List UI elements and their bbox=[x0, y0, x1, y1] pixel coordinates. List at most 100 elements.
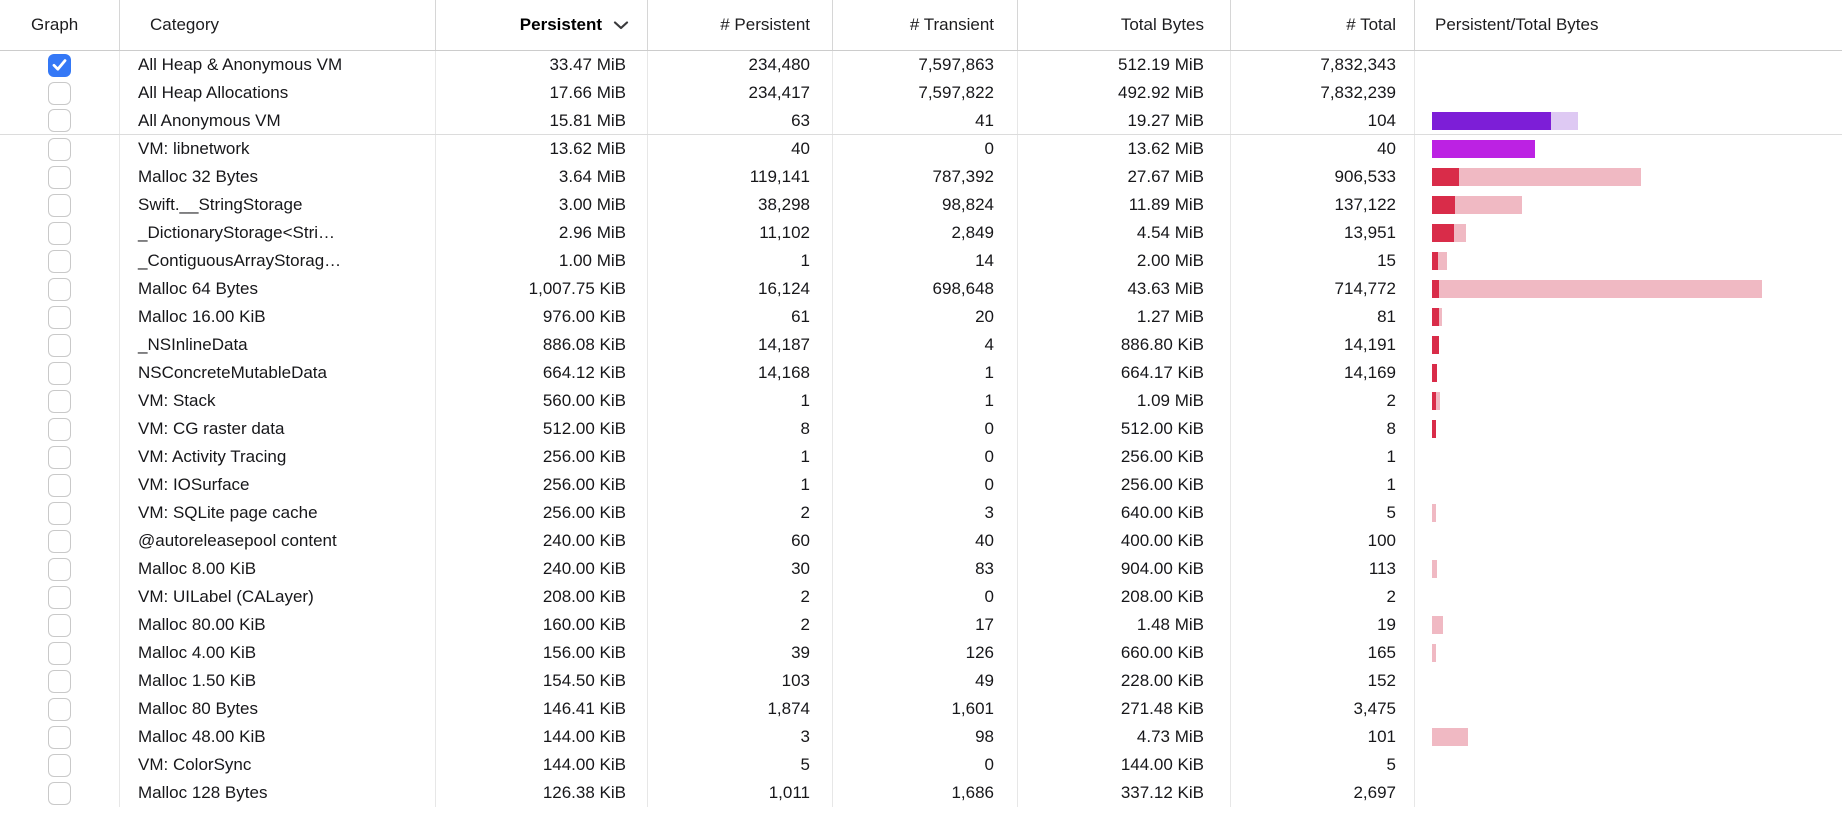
column-header-num-transient[interactable]: # Transient bbox=[833, 0, 1018, 50]
graph-checkbox[interactable] bbox=[48, 249, 71, 273]
table-row[interactable]: VM: Activity Tracing 256.00 KiB 1 0 256.00 K… bbox=[0, 443, 1842, 471]
column-header-num-total[interactable]: # Total bbox=[1231, 0, 1415, 50]
table-row[interactable]: Malloc 8.00 KiB 240.00 KiB 30 83 904.00 KiB 1… bbox=[0, 555, 1842, 583]
persistent-total-bytes-bar-cell bbox=[1415, 359, 1842, 387]
graph-checkbox[interactable] bbox=[48, 473, 71, 497]
table-row[interactable]: VM: Stack 560.00 KiB 1 1 1.09 MiB 2 bbox=[0, 387, 1842, 415]
persistent-total-bytes-bar-cell bbox=[1415, 779, 1842, 807]
num-total-cell: 113 bbox=[1231, 555, 1415, 583]
num-transient-cell: 1,686 bbox=[833, 779, 1018, 807]
usage-bar-segment-red bbox=[1432, 224, 1454, 242]
graph-checkbox[interactable] bbox=[48, 557, 71, 581]
table-row[interactable]: Malloc 16.00 KiB 976.00 KiB 61 20 1.27 MiB 81 bbox=[0, 303, 1842, 331]
graph-checkbox[interactable] bbox=[48, 333, 71, 357]
persistent-cell: 154.50 KiB bbox=[436, 667, 648, 695]
graph-checkbox[interactable] bbox=[48, 753, 71, 777]
num-transient-cell: 1,601 bbox=[833, 695, 1018, 723]
table-row[interactable]: NSConcreteMutableData 664.12 KiB 14,168 1 66… bbox=[0, 359, 1842, 387]
usage-bar bbox=[1432, 252, 1447, 270]
graph-checkbox[interactable] bbox=[48, 305, 71, 329]
graph-checkbox[interactable] bbox=[48, 585, 71, 609]
table-row[interactable]: Malloc 32 Bytes 3.64 MiB 119,141 787,392 27.… bbox=[0, 163, 1842, 191]
total-bytes-cell: 228.00 KiB bbox=[1018, 667, 1231, 695]
table-row[interactable]: Malloc 80.00 KiB 160.00 KiB 2 17 1.48 MiB 19 bbox=[0, 611, 1842, 639]
graph-checkbox[interactable] bbox=[48, 445, 71, 469]
table-row[interactable]: Malloc 80 Bytes 146.41 KiB 1,874 1,601 271.4… bbox=[0, 695, 1842, 723]
graph-checkbox[interactable] bbox=[48, 361, 71, 385]
num-transient-cell: 3 bbox=[833, 499, 1018, 527]
table-row[interactable]: All Anonymous VM 15.81 MiB 63 41 19.27 MiB 10… bbox=[0, 107, 1842, 135]
graph-checkbox[interactable] bbox=[48, 641, 71, 665]
graph-checkbox[interactable] bbox=[48, 109, 71, 132]
table-row[interactable]: All Heap & Anonymous VM 33.47 MiB 234,480 7… bbox=[0, 51, 1842, 79]
usage-bar-segment-red bbox=[1432, 336, 1439, 354]
table-row[interactable]: @autoreleasepool content 240.00 KiB 60 40 40… bbox=[0, 527, 1842, 555]
num-total-cell: 19 bbox=[1231, 611, 1415, 639]
table-row[interactable]: Malloc 48.00 KiB 144.00 KiB 3 98 4.73 MiB 101 bbox=[0, 723, 1842, 751]
persistent-total-bytes-bar-cell bbox=[1415, 135, 1842, 163]
table-row[interactable]: VM: CG raster data 512.00 KiB 8 0 512.00 KiB… bbox=[0, 415, 1842, 443]
table-row[interactable]: VM: UILabel (CALayer) 208.00 KiB 2 0 208.00 … bbox=[0, 583, 1842, 611]
num-persistent-cell: 2 bbox=[648, 499, 833, 527]
table-row[interactable]: Swift.__StringStorage 3.00 MiB 38,298 98,82… bbox=[0, 191, 1842, 219]
column-header-num-persistent[interactable]: # Persistent bbox=[648, 0, 833, 50]
graph-checkbox[interactable] bbox=[48, 81, 71, 105]
table-row[interactable]: VM: libnetwork 13.62 MiB 40 0 13.62 MiB 40 bbox=[0, 135, 1842, 163]
table-row[interactable]: All Heap Allocations 17.66 MiB 234,417 7,59… bbox=[0, 79, 1842, 107]
graph-checkbox[interactable] bbox=[48, 389, 71, 413]
table-row[interactable]: _ContiguousArrayStorag… 1.00 MiB 1 14 2.00 M… bbox=[0, 247, 1842, 275]
graph-checkbox[interactable] bbox=[48, 697, 71, 721]
graph-checkbox[interactable] bbox=[48, 781, 71, 805]
table-row[interactable]: Malloc 128 Bytes 126.38 KiB 1,011 1,686 337.… bbox=[0, 779, 1842, 807]
graph-checkbox-checked[interactable] bbox=[48, 53, 71, 77]
usage-bar-segment-violet bbox=[1432, 111, 1551, 130]
graph-checkbox[interactable] bbox=[48, 613, 71, 637]
graph-checkbox[interactable] bbox=[48, 725, 71, 749]
usage-bar-segment-red bbox=[1432, 280, 1439, 298]
table-row[interactable]: Malloc 4.00 KiB 156.00 KiB 39 126 660.00 KiB… bbox=[0, 639, 1842, 667]
total-bytes-cell: 664.17 KiB bbox=[1018, 359, 1231, 387]
category-cell: NSConcreteMutableData bbox=[120, 359, 436, 387]
graph-checkbox[interactable] bbox=[48, 529, 71, 553]
num-persistent-cell: 14,187 bbox=[648, 331, 833, 359]
table-row[interactable]: VM: ColorSync 144.00 KiB 5 0 144.00 KiB 5 bbox=[0, 751, 1842, 779]
num-transient-cell: 0 bbox=[833, 135, 1018, 163]
table-row[interactable]: Malloc 1.50 KiB 154.50 KiB 103 49 228.00 KiB… bbox=[0, 667, 1842, 695]
column-header-persistent[interactable]: Persistent bbox=[436, 0, 648, 50]
persistent-total-bytes-bar-cell bbox=[1415, 247, 1842, 275]
num-transient-cell: 0 bbox=[833, 471, 1018, 499]
category-cell: Malloc 32 Bytes bbox=[120, 163, 436, 191]
table-row[interactable]: VM: SQLite page cache 256.00 KiB 2 3 640.00 … bbox=[0, 499, 1842, 527]
table-row[interactable]: _DictionaryStorage<Stri… 2.96 MiB 11,102 2,… bbox=[0, 219, 1842, 247]
graph-checkbox[interactable] bbox=[48, 669, 71, 693]
graph-checkbox[interactable] bbox=[48, 501, 71, 525]
graph-checkbox[interactable] bbox=[48, 137, 71, 161]
column-header-category[interactable]: Category bbox=[120, 0, 436, 50]
graph-checkbox[interactable] bbox=[48, 221, 71, 245]
usage-bar bbox=[1432, 392, 1440, 410]
category-cell: Malloc 4.00 KiB bbox=[120, 639, 436, 667]
graph-checkbox[interactable] bbox=[48, 165, 71, 189]
num-transient-cell: 0 bbox=[833, 415, 1018, 443]
column-header-total-bytes[interactable]: Total Bytes bbox=[1018, 0, 1231, 50]
num-total-cell: 104 bbox=[1231, 107, 1415, 134]
graph-cell bbox=[0, 219, 120, 247]
num-persistent-cell: 119,141 bbox=[648, 163, 833, 191]
persistent-cell: 208.00 KiB bbox=[436, 583, 648, 611]
column-header-graph[interactable]: Graph bbox=[0, 0, 120, 50]
graph-checkbox[interactable] bbox=[48, 193, 71, 217]
persistent-cell: 3.64 MiB bbox=[436, 163, 648, 191]
num-total-cell: 14,169 bbox=[1231, 359, 1415, 387]
table-row[interactable]: VM: IOSurface 256.00 KiB 1 0 256.00 KiB 1 bbox=[0, 471, 1842, 499]
table-row[interactable]: _NSInlineData 886.08 KiB 14,187 4 886.80 KiB… bbox=[0, 331, 1842, 359]
column-header-persistent-total-bytes[interactable]: Persistent/Total Bytes bbox=[1415, 0, 1842, 50]
total-bytes-cell: 1.09 MiB bbox=[1018, 387, 1231, 415]
persistent-cell: 2.96 MiB bbox=[436, 219, 648, 247]
graph-checkbox[interactable] bbox=[48, 277, 71, 301]
graph-cell bbox=[0, 611, 120, 639]
table-row[interactable]: Malloc 64 Bytes 1,007.75 KiB 16,124 698,648… bbox=[0, 275, 1842, 303]
usage-bar-segment-lavender bbox=[1551, 111, 1578, 130]
graph-checkbox[interactable] bbox=[48, 417, 71, 441]
persistent-total-bytes-bar-cell bbox=[1415, 387, 1842, 415]
persistent-cell: 156.00 KiB bbox=[436, 639, 648, 667]
